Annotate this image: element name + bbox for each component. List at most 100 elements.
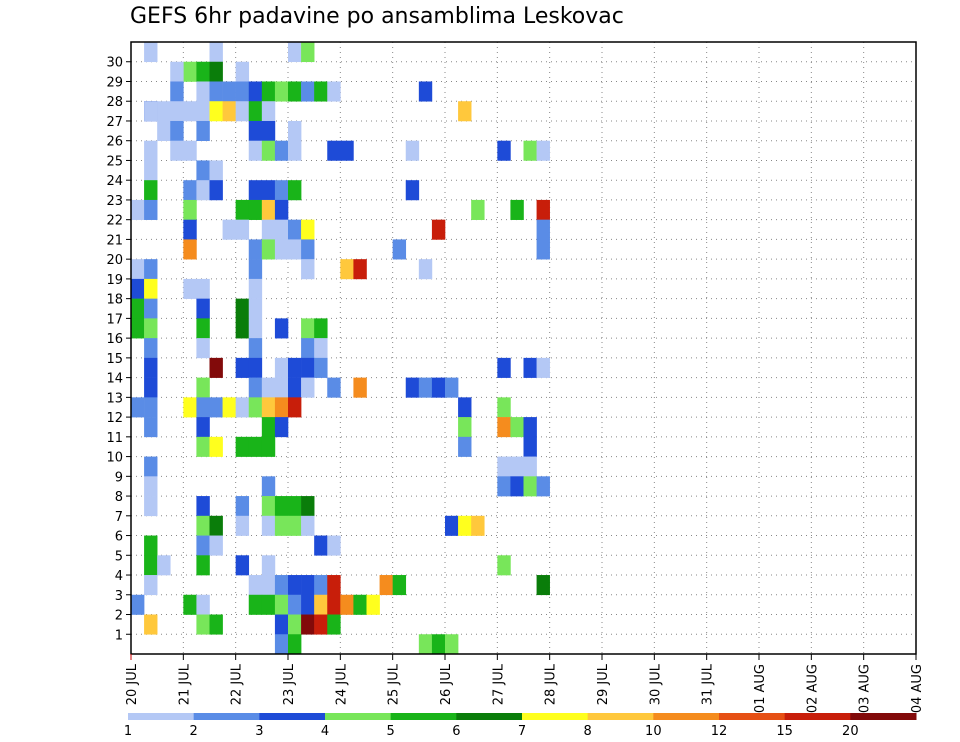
axes-layer: 1234567891011121314151617181920212223242… <box>106 41 925 713</box>
heatmap-cell <box>288 357 302 378</box>
heatmap-cell <box>144 476 158 497</box>
x-tick-label: 29 JUL <box>596 663 611 705</box>
heatmap-cell <box>235 496 250 517</box>
heatmap-cell <box>274 594 289 615</box>
heatmap-cell <box>183 397 197 418</box>
colorbar-segment <box>456 713 523 720</box>
heatmap-cell <box>327 140 341 161</box>
heatmap-cell <box>209 42 223 63</box>
heatmap-cell <box>274 515 289 536</box>
heatmap-cell <box>274 614 289 635</box>
y-tick-label: 2 <box>115 609 123 624</box>
heatmap-cell <box>536 140 550 161</box>
heatmap-cell <box>301 219 315 240</box>
heatmap-cell <box>327 535 341 556</box>
heatmap-cell <box>445 377 459 398</box>
heatmap-cell <box>288 515 302 536</box>
heatmap-cell <box>144 397 158 418</box>
colorbar-label: 12 <box>711 724 728 739</box>
heatmap-cell <box>314 575 328 596</box>
x-tick-label: 30 JUL <box>648 663 663 705</box>
y-tick-label: 6 <box>115 530 123 545</box>
heatmap-cell <box>288 397 302 418</box>
heatmap-cell <box>248 140 263 161</box>
heatmap-cell <box>353 259 367 280</box>
heatmap-cell <box>431 634 446 655</box>
heatmap-cell <box>209 357 223 378</box>
heatmap-cell <box>209 436 223 457</box>
heatmap-cell <box>327 377 341 398</box>
heatmap-cell <box>196 81 210 102</box>
heatmap-cell <box>235 101 250 122</box>
colorbar-label: 1 <box>124 724 132 739</box>
heatmap-cell <box>274 634 289 655</box>
heatmap-cell <box>222 81 236 102</box>
heatmap-cell <box>274 219 289 240</box>
heatmap-cell <box>458 101 472 122</box>
heatmap-cell <box>235 436 250 457</box>
heatmap-cell <box>170 120 184 142</box>
heatmap-cell <box>261 575 276 596</box>
heatmap-cell <box>261 555 276 576</box>
y-tick-label: 14 <box>106 372 123 387</box>
heatmap-cell <box>314 594 328 615</box>
y-tick-label: 22 <box>106 214 123 229</box>
heatmap-cell <box>209 101 223 122</box>
heatmap-cell <box>288 496 302 517</box>
heatmap-cell <box>131 278 145 299</box>
heatmap-cell <box>301 496 315 517</box>
colorbar-label: 2 <box>190 724 198 739</box>
heatmap-cell <box>261 515 276 536</box>
heatmap-cell <box>144 555 158 576</box>
y-tick-label: 28 <box>106 95 123 110</box>
heatmap-cell <box>209 515 223 536</box>
heatmap-cell <box>288 219 302 240</box>
heatmap-cell <box>288 42 302 63</box>
heatmap-cell <box>248 318 263 339</box>
y-tick-label: 10 <box>106 451 123 466</box>
colorbar-segment <box>193 713 260 720</box>
heatmap-cell <box>144 417 158 438</box>
heatmap-cell <box>523 436 537 457</box>
heatmap-cell <box>183 101 197 122</box>
heatmap-cell <box>144 338 158 359</box>
heatmap-cell <box>301 259 315 280</box>
heatmap-cell <box>288 239 302 260</box>
heatmap-cell <box>261 101 276 122</box>
heatmap-cell <box>314 535 328 556</box>
x-tick-label: 01 AUG <box>753 664 768 713</box>
heatmap-cell <box>248 377 263 398</box>
heatmap-cell <box>222 397 236 418</box>
heatmap-cell <box>431 219 446 240</box>
heatmap-cell <box>261 417 276 438</box>
heatmap-cell <box>274 575 289 596</box>
y-tick-label: 12 <box>106 411 123 426</box>
heatmap-cell <box>274 199 289 220</box>
heatmap-cell <box>196 101 210 122</box>
heatmap-cell <box>510 417 524 438</box>
y-tick-label: 19 <box>106 273 123 288</box>
heatmap-cell <box>209 614 223 635</box>
heatmap-cell <box>248 199 263 220</box>
heatmap-cell <box>458 397 472 418</box>
heatmap-cell <box>314 338 328 359</box>
colorbar-segment <box>653 713 720 720</box>
y-tick-label: 25 <box>106 154 123 169</box>
heatmap-cell <box>536 357 550 378</box>
heatmap-cell <box>471 199 485 220</box>
heatmap-cell <box>327 594 341 615</box>
heatmap-cell <box>196 120 210 142</box>
heatmap-cell <box>379 575 393 596</box>
heatmap-cell <box>288 180 302 201</box>
heatmap-cell <box>510 456 524 477</box>
plot-frame <box>130 41 917 655</box>
heatmap-cell <box>183 219 197 240</box>
heatmap-cell <box>340 594 354 615</box>
heatmap-cell <box>144 456 158 477</box>
heatmap-cell <box>196 417 210 438</box>
heatmap-cell <box>536 219 550 240</box>
heatmap-cell <box>144 259 158 280</box>
heatmap-cell <box>392 239 407 260</box>
x-tick-label: 20 JUL <box>125 663 140 705</box>
heatmap-cell <box>274 140 289 161</box>
